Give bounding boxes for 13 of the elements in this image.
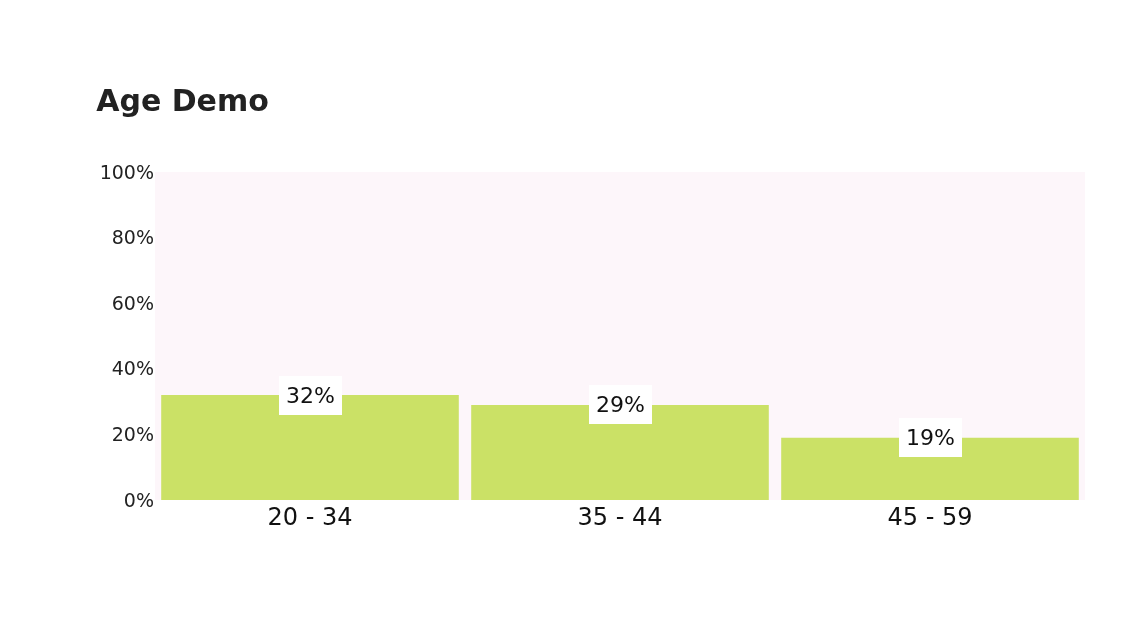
chart-title: Age Demo	[96, 83, 269, 119]
y-tick-label: 20%	[111, 423, 154, 446]
data-label: 29%	[596, 392, 645, 417]
y-tick-label: 100%	[99, 160, 154, 183]
data-label: 32%	[286, 383, 335, 408]
x-tick-label: 20 - 34	[267, 503, 353, 531]
y-tick-label: 80%	[111, 226, 154, 249]
x-tick-label: 35 - 44	[577, 503, 663, 531]
data-label: 19%	[906, 425, 955, 450]
y-tick-label: 60%	[111, 291, 154, 314]
y-tick-label: 40%	[111, 357, 154, 380]
x-tick-label: 45 - 59	[887, 503, 973, 531]
y-tick-label: 0%	[123, 488, 154, 511]
